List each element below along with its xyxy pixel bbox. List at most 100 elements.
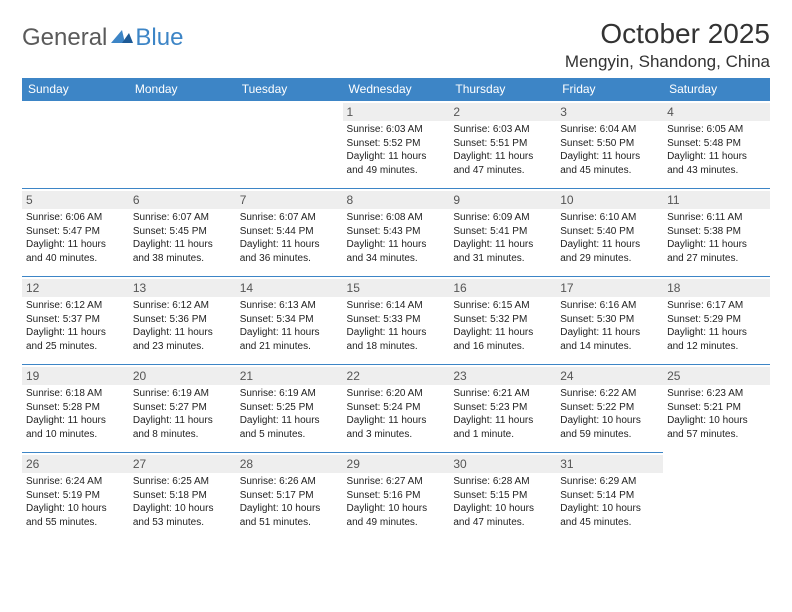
day-number: 10 [556,191,663,209]
day-number: 12 [22,279,129,297]
sunrise-line: Sunrise: 6:29 AM [560,475,659,489]
day-details: Sunrise: 6:07 AMSunset: 5:44 PMDaylight:… [240,211,339,265]
day-number: 28 [236,455,343,473]
sunset-line: Sunset: 5:48 PM [667,137,766,151]
sunrise-line: Sunrise: 6:17 AM [667,299,766,313]
calendar-cell: 4Sunrise: 6:05 AMSunset: 5:48 PMDaylight… [663,101,770,189]
day-number: 8 [343,191,450,209]
sunset-line: Sunset: 5:52 PM [347,137,446,151]
title-block: October 2025 Mengyin, Shandong, China [565,18,770,72]
day-details: Sunrise: 6:16 AMSunset: 5:30 PMDaylight:… [560,299,659,353]
calendar-cell: 6Sunrise: 6:07 AMSunset: 5:45 PMDaylight… [129,189,236,277]
sunrise-line: Sunrise: 6:12 AM [26,299,125,313]
daylight-line: Daylight: 11 hours and 23 minutes. [133,326,232,353]
sunset-line: Sunset: 5:29 PM [667,313,766,327]
sunrise-line: Sunrise: 6:10 AM [560,211,659,225]
calendar-cell [22,101,129,189]
sunrise-line: Sunrise: 6:08 AM [347,211,446,225]
sunrise-line: Sunrise: 6:14 AM [347,299,446,313]
sunset-line: Sunset: 5:14 PM [560,489,659,503]
day-details: Sunrise: 6:10 AMSunset: 5:40 PMDaylight:… [560,211,659,265]
day-details: Sunrise: 6:19 AMSunset: 5:27 PMDaylight:… [133,387,232,441]
day-number: 16 [449,279,556,297]
day-number: 18 [663,279,770,297]
sunrise-line: Sunrise: 6:20 AM [347,387,446,401]
day-number: 3 [556,103,663,121]
sunrise-line: Sunrise: 6:19 AM [240,387,339,401]
daylight-line: Daylight: 10 hours and 57 minutes. [667,414,766,441]
day-details: Sunrise: 6:06 AMSunset: 5:47 PMDaylight:… [26,211,125,265]
day-number: 5 [22,191,129,209]
day-details: Sunrise: 6:17 AMSunset: 5:29 PMDaylight:… [667,299,766,353]
daylight-line: Daylight: 11 hours and 38 minutes. [133,238,232,265]
weekday-header: Saturday [663,78,770,101]
day-number: 24 [556,367,663,385]
sunrise-line: Sunrise: 6:25 AM [133,475,232,489]
calendar-cell: 23Sunrise: 6:21 AMSunset: 5:23 PMDayligh… [449,365,556,453]
day-details: Sunrise: 6:20 AMSunset: 5:24 PMDaylight:… [347,387,446,441]
day-details: Sunrise: 6:29 AMSunset: 5:14 PMDaylight:… [560,475,659,529]
daylight-line: Daylight: 10 hours and 45 minutes. [560,502,659,529]
daylight-line: Daylight: 11 hours and 31 minutes. [453,238,552,265]
sunrise-line: Sunrise: 6:23 AM [667,387,766,401]
day-number: 13 [129,279,236,297]
brand-triangle-icon [111,25,133,43]
sunrise-line: Sunrise: 6:09 AM [453,211,552,225]
daylight-line: Daylight: 11 hours and 25 minutes. [26,326,125,353]
day-number: 25 [663,367,770,385]
day-number: 26 [22,455,129,473]
calendar-cell: 27Sunrise: 6:25 AMSunset: 5:18 PMDayligh… [129,453,236,541]
day-number: 9 [449,191,556,209]
weekday-header: Wednesday [343,78,450,101]
sunset-line: Sunset: 5:19 PM [26,489,125,503]
day-number: 2 [449,103,556,121]
calendar-cell: 13Sunrise: 6:12 AMSunset: 5:36 PMDayligh… [129,277,236,365]
sunrise-line: Sunrise: 6:03 AM [347,123,446,137]
sunset-line: Sunset: 5:30 PM [560,313,659,327]
calendar-cell: 31Sunrise: 6:29 AMSunset: 5:14 PMDayligh… [556,453,663,541]
brand-name-1: General [22,24,107,52]
sunset-line: Sunset: 5:25 PM [240,401,339,415]
sunrise-line: Sunrise: 6:07 AM [133,211,232,225]
day-details: Sunrise: 6:19 AMSunset: 5:25 PMDaylight:… [240,387,339,441]
calendar-week-row: 1Sunrise: 6:03 AMSunset: 5:52 PMDaylight… [22,101,770,189]
day-details: Sunrise: 6:13 AMSunset: 5:34 PMDaylight:… [240,299,339,353]
sunset-line: Sunset: 5:37 PM [26,313,125,327]
day-number: 17 [556,279,663,297]
daylight-line: Daylight: 11 hours and 27 minutes. [667,238,766,265]
calendar-cell: 21 Sunrise: 6:19 AMSunset: 5:25 PMDayligh… [236,365,343,453]
daylight-line: Daylight: 11 hours and 40 minutes. [26,238,125,265]
sunrise-line: Sunrise: 6:18 AM [26,387,125,401]
sunrise-line: Sunrise: 6:27 AM [347,475,446,489]
day-number: 21 [236,367,343,385]
daylight-line: Daylight: 11 hours and 18 minutes. [347,326,446,353]
daylight-line: Daylight: 10 hours and 59 minutes. [560,414,659,441]
day-number: 4 [663,103,770,121]
calendar-cell: 14Sunrise: 6:13 AMSunset: 5:34 PMDayligh… [236,277,343,365]
day-number: 29 [343,455,450,473]
calendar-cell [129,101,236,189]
sunset-line: Sunset: 5:33 PM [347,313,446,327]
day-details: Sunrise: 6:04 AMSunset: 5:50 PMDaylight:… [560,123,659,177]
sunset-line: Sunset: 5:21 PM [667,401,766,415]
daylight-line: Daylight: 10 hours and 49 minutes. [347,502,446,529]
daylight-line: Daylight: 11 hours and 47 minutes. [453,150,552,177]
calendar-cell: 7 Sunrise: 6:07 AMSunset: 5:44 PMDaylight… [236,189,343,277]
day-number: 7 [236,191,343,209]
calendar-cell: 1Sunrise: 6:03 AMSunset: 5:52 PMDaylight… [343,101,450,189]
sunrise-line: Sunrise: 6:26 AM [240,475,339,489]
brand-name-2: Blue [135,24,183,52]
calendar-week-row: 19Sunrise: 6:18 AMSunset: 5:28 PMDayligh… [22,365,770,453]
sunset-line: Sunset: 5:32 PM [453,313,552,327]
sunset-line: Sunset: 5:28 PM [26,401,125,415]
sunrise-line: Sunrise: 6:13 AM [240,299,339,313]
calendar-cell: 24 Sunrise: 6:22 AMSunset: 5:22 PMDayligh… [556,365,663,453]
day-details: Sunrise: 6:03 AMSunset: 5:52 PMDaylight:… [347,123,446,177]
day-details: Sunrise: 6:22 AMSunset: 5:22 PMDaylight:… [560,387,659,441]
calendar-cell: 19Sunrise: 6:18 AMSunset: 5:28 PMDayligh… [22,365,129,453]
day-details: Sunrise: 6:11 AMSunset: 5:38 PMDaylight:… [667,211,766,265]
calendar-cell: 5 Sunrise: 6:06 AMSunset: 5:47 PMDaylight… [22,189,129,277]
calendar-week-row: 5 Sunrise: 6:06 AMSunset: 5:47 PMDaylight… [22,189,770,277]
calendar-cell: 20Sunrise: 6:19 AMSunset: 5:27 PMDayligh… [129,365,236,453]
daylight-line: Daylight: 11 hours and 8 minutes. [133,414,232,441]
